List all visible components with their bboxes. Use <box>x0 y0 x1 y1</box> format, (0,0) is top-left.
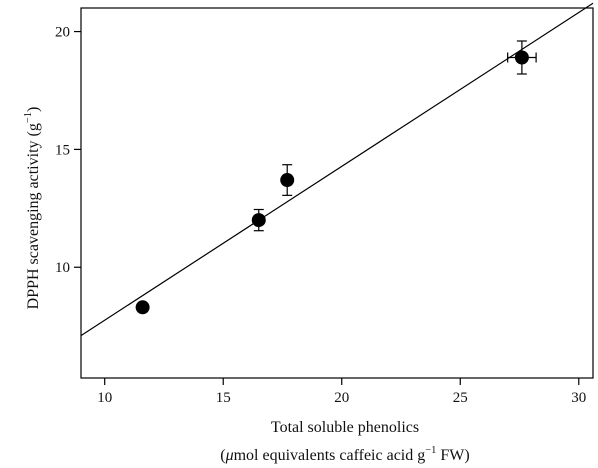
y-tick-label: 15 <box>55 142 70 158</box>
x-axis-title-line1: Total soluble phenolics <box>271 419 419 436</box>
x-axis-title-close: FW) <box>436 447 469 464</box>
fit-line-group <box>80 2 594 337</box>
data-point <box>251 213 266 228</box>
y-tick-label: 20 <box>55 25 70 41</box>
y-tick-label: 10 <box>55 260 70 276</box>
x-tick-label: 15 <box>216 390 231 406</box>
x-tick-label: 20 <box>334 390 349 406</box>
x-axis-title-exponent: −1 <box>425 445 436 456</box>
plot-border <box>80 7 594 379</box>
x-tick-label: 25 <box>453 390 468 406</box>
y-axis-title: DPPH scavenging activity (g−1) <box>23 107 42 310</box>
data-point <box>135 300 150 315</box>
x-axis-title-mu: μ <box>225 447 234 464</box>
data-point <box>280 173 295 188</box>
data-points <box>135 40 537 315</box>
x-axis-title-open: ( <box>220 447 225 464</box>
y-axis-title-main: DPPH scavenging activity (g <box>25 123 42 309</box>
x-axis-title-line2: (μmol equivalents caffeic acid g−1 FW) <box>220 445 469 464</box>
plot-area <box>80 7 594 379</box>
x-tick-label: 30 <box>571 390 586 406</box>
y-axis-title-close: ) <box>25 107 42 112</box>
x-axis-title-unit: mol equivalents caffeic acid g <box>234 447 426 464</box>
x-tick-label: 10 <box>97 390 112 406</box>
regression-line <box>80 2 594 337</box>
x-axis-ticks: 10 15 20 25 30 <box>97 378 586 406</box>
data-point <box>514 50 529 65</box>
y-axis-title-exponent: −1 <box>23 112 34 123</box>
y-axis-ticks: 10 15 20 <box>55 25 81 276</box>
